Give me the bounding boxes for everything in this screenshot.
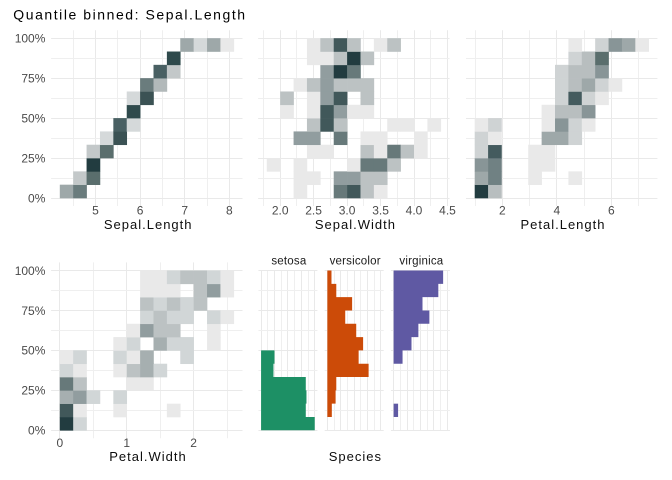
svg-text:Sepal.Width: Sepal.Width <box>315 217 396 232</box>
svg-text:2: 2 <box>190 436 197 450</box>
svg-text:75%: 75% <box>21 304 45 318</box>
svg-text:2.5: 2.5 <box>305 204 322 218</box>
svg-text:versicolor: versicolor <box>330 255 381 267</box>
svg-text:100%: 100% <box>15 32 46 46</box>
svg-text:2.0: 2.0 <box>272 204 289 218</box>
svg-text:50%: 50% <box>21 344 45 358</box>
svg-text:3.0: 3.0 <box>339 204 356 218</box>
svg-text:25%: 25% <box>21 151 45 165</box>
svg-text:Petal.Width: Petal.Width <box>109 449 186 464</box>
svg-text:7: 7 <box>181 204 188 218</box>
svg-text:0%: 0% <box>28 424 46 438</box>
svg-text:0: 0 <box>56 436 63 450</box>
svg-text:6: 6 <box>608 204 615 218</box>
svg-text:2: 2 <box>499 204 506 218</box>
svg-text:0%: 0% <box>28 191 46 205</box>
svg-text:6: 6 <box>137 204 144 218</box>
svg-text:Quantile binned: Sepal.Length: Quantile binned: Sepal.Length <box>13 6 246 22</box>
svg-text:8: 8 <box>226 204 233 218</box>
svg-text:virginica: virginica <box>399 255 443 267</box>
svg-text:3.5: 3.5 <box>372 204 389 218</box>
svg-text:Species: Species <box>329 449 382 464</box>
svg-text:1: 1 <box>123 436 130 450</box>
svg-text:4: 4 <box>553 204 560 218</box>
svg-text:4.0: 4.0 <box>406 204 423 218</box>
svg-text:25%: 25% <box>21 384 45 398</box>
svg-text:4.5: 4.5 <box>439 204 456 218</box>
svg-text:50%: 50% <box>21 111 45 125</box>
svg-text:100%: 100% <box>15 264 46 278</box>
svg-text:setosa: setosa <box>271 255 306 267</box>
svg-text:75%: 75% <box>21 71 45 85</box>
svg-text:Sepal.Length: Sepal.Length <box>104 217 193 232</box>
svg-text:Petal.Length: Petal.Length <box>520 217 605 232</box>
svg-text:5: 5 <box>92 204 99 218</box>
